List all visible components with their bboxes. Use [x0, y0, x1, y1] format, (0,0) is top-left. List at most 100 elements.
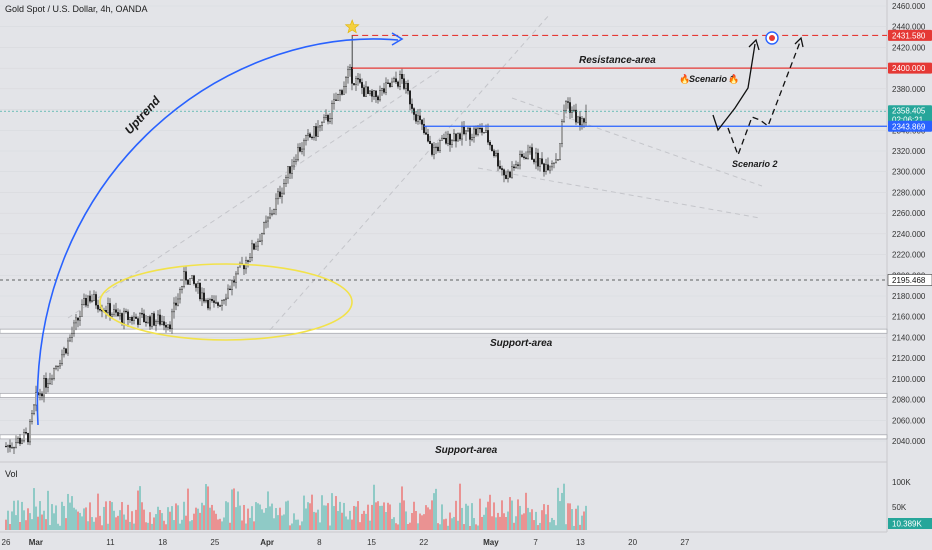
candle-body [116, 312, 119, 317]
candle-body [503, 169, 506, 176]
volume-bar [207, 486, 209, 530]
candle-body [76, 317, 79, 321]
last-price-badge [888, 105, 932, 126]
candle-body [467, 127, 470, 132]
volume-bar [303, 495, 305, 530]
volume-bar [433, 493, 435, 530]
volume-bar [535, 511, 537, 530]
candle-body [184, 271, 187, 281]
volume-bar [259, 504, 261, 530]
candle-body [78, 316, 81, 321]
volume-bar [229, 522, 231, 530]
volume-bar [51, 504, 53, 530]
symbol-title[interactable]: Gold Spot / U.S. Dollar, 4h, OANDA [5, 4, 148, 14]
volume-bar [577, 505, 579, 530]
volume-bar [59, 525, 61, 530]
candle-body [549, 166, 552, 171]
volume-bar [223, 517, 225, 530]
candle-body [86, 295, 89, 306]
candle-body [23, 432, 26, 442]
candle-body [457, 133, 460, 142]
candle-body [267, 217, 270, 222]
volume-bar [133, 523, 135, 530]
volume-bar [537, 525, 539, 530]
candle-body [92, 294, 95, 301]
candle-body [10, 447, 13, 449]
candle-body [174, 302, 177, 306]
volume-bar [213, 510, 215, 530]
candle-body [423, 124, 426, 133]
volume-bar [369, 520, 371, 530]
volume-bar [145, 522, 147, 530]
volume-bar [547, 504, 549, 530]
support-area-label-1: Support-area [490, 338, 553, 349]
volume-label[interactable]: Vol [5, 469, 18, 479]
volume-bar [487, 501, 489, 530]
candle-body [88, 295, 91, 302]
volume-bar [191, 520, 193, 530]
volume-bar [93, 521, 95, 530]
volume-bar [215, 513, 217, 530]
guide-line [269, 13, 551, 331]
volume-bar [353, 505, 355, 530]
price-tick-label: 2140.000 [892, 333, 926, 342]
volume-bar [19, 522, 21, 530]
volume-bar [153, 517, 155, 530]
volume-bar [101, 525, 103, 530]
volume-bar [447, 525, 449, 530]
volume-bar [251, 506, 253, 530]
candle-body [573, 109, 576, 112]
candle-body [218, 305, 221, 307]
time-tick-label: 26 [2, 538, 11, 547]
price-tick-label: 2220.000 [892, 251, 926, 260]
volume-bar [27, 508, 29, 530]
price-tick-label: 2100.000 [892, 375, 926, 384]
volume-bar [263, 512, 265, 530]
volume-bar [465, 503, 467, 530]
volume-bar [285, 501, 287, 530]
volume-bar [159, 510, 161, 530]
candle-body [66, 340, 69, 354]
candle-body [547, 164, 550, 171]
candle-body [128, 317, 131, 320]
guide-line [477, 167, 761, 219]
volume-bar [269, 506, 271, 530]
candle-body [463, 126, 466, 135]
volume-bar [189, 521, 191, 530]
candle-body [140, 313, 143, 315]
candle-body [12, 446, 15, 449]
candle-body [525, 157, 528, 159]
candle-body [473, 128, 476, 138]
time-tick-label: 18 [158, 538, 167, 547]
candle-body [445, 138, 448, 144]
volume-bar [347, 519, 349, 530]
candle-body [583, 118, 586, 123]
volume-bar [43, 510, 45, 530]
target-icon [765, 31, 779, 45]
candle-body [541, 158, 544, 164]
candle-body [279, 191, 282, 197]
time-tick-label: 8 [317, 538, 322, 547]
candle-body [156, 314, 159, 322]
volume-bar [71, 496, 73, 530]
volume-bar [361, 513, 363, 530]
volume-bar [341, 512, 343, 530]
volume-bar [501, 500, 503, 530]
volume-bar [277, 515, 279, 530]
resistance-badge [888, 62, 932, 74]
candle-body [499, 165, 502, 169]
volume-bar [461, 507, 463, 530]
candle-body [216, 302, 219, 306]
dotted-badge [887, 274, 932, 286]
candle-body [232, 280, 235, 283]
candle-body [349, 66, 352, 71]
candle-body [68, 337, 71, 342]
candle-body [14, 442, 17, 448]
volume-bar [89, 502, 91, 530]
candle-body [579, 116, 582, 126]
support-band [0, 434, 888, 440]
volume-bar [99, 515, 101, 530]
volume-bar [111, 502, 113, 530]
volume-bar [521, 514, 523, 530]
